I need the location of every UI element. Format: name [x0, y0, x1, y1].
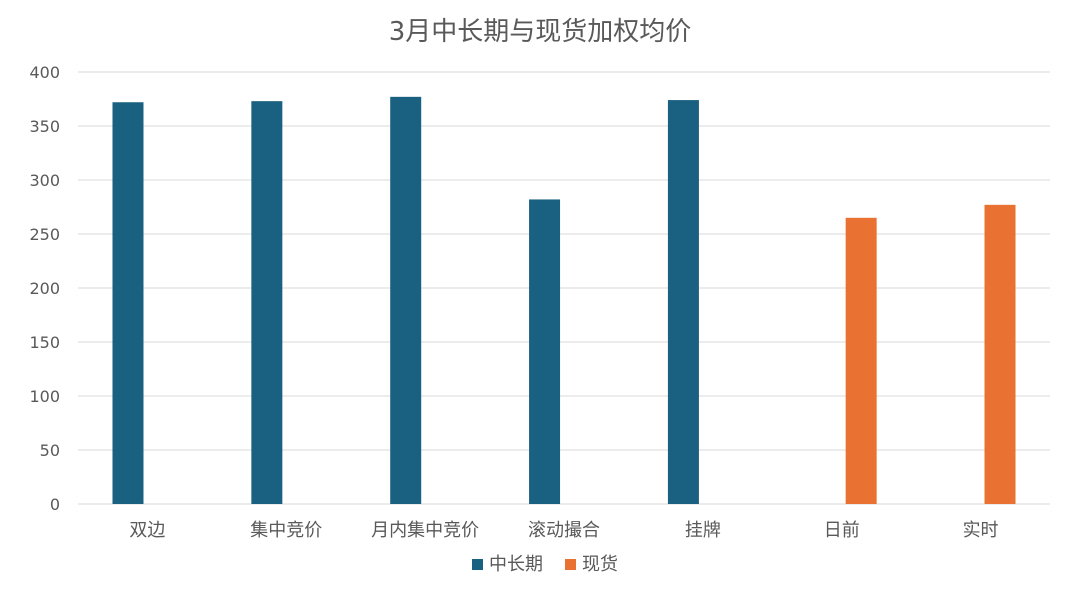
y-axis-ticks: 0 50 100 150 200 250 300 350 400 [29, 63, 60, 514]
legend-label: 中长期 [489, 554, 543, 575]
bar-mid-long-term [112, 102, 144, 505]
legend-swatch [565, 559, 576, 570]
y-tick-label: 250 [29, 225, 60, 244]
bar-mid-long-term [390, 96, 422, 504]
bar-spot [984, 204, 1016, 504]
legend-label: 现货 [582, 554, 618, 575]
bar-mid-long-term [251, 101, 283, 504]
y-tick-label: 350 [29, 117, 60, 136]
y-tick-label: 100 [29, 387, 60, 406]
y-tick-label: 300 [29, 171, 60, 190]
x-category-label: 实时 [963, 520, 999, 541]
y-tick-label: 400 [29, 63, 60, 82]
y-tick-label: 200 [29, 279, 60, 298]
bar-mid-long-term [529, 199, 561, 504]
chart-title: 3月中长期与现货加权均价 [389, 17, 692, 47]
x-category-label: 月内集中竞价 [371, 520, 479, 541]
bar-spot [845, 217, 877, 505]
x-category-label: 挂牌 [685, 520, 721, 541]
gridlines [78, 71, 1050, 505]
x-category-label: 双边 [129, 520, 165, 541]
bars [112, 96, 1016, 505]
x-category-label: 滚动撮合 [528, 520, 600, 541]
bar-mid-long-term [667, 100, 699, 504]
y-tick-label: 0 [50, 495, 60, 514]
y-tick-label: 50 [40, 441, 60, 460]
x-category-label: 日前 [824, 520, 860, 541]
x-category-label: 集中竞价 [250, 520, 322, 541]
x-axis-categories: 双边 集中竞价 月内集中竞价 滚动撮合 挂牌 日前 实时 [129, 520, 998, 541]
legend: 中长期 现货 [472, 554, 618, 575]
legend-swatch [472, 559, 483, 570]
y-tick-label: 150 [29, 333, 60, 352]
